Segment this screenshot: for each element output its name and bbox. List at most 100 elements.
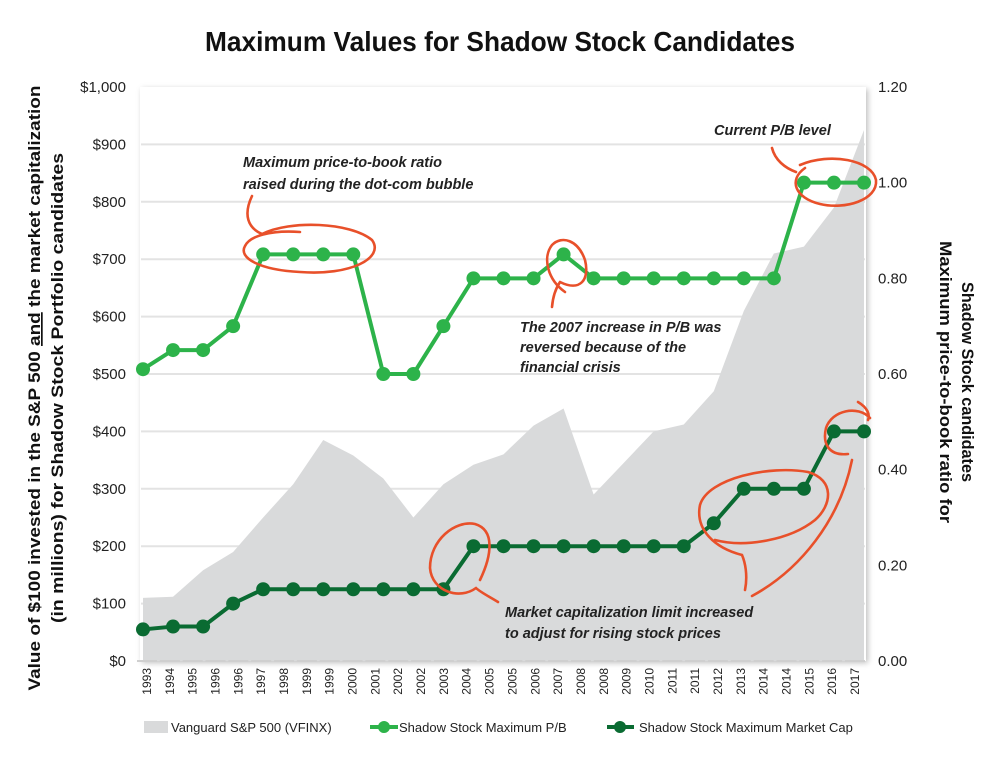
mktcap-point: [286, 582, 301, 597]
pb-point: [496, 271, 511, 286]
y-tick-label: $300: [93, 481, 126, 498]
y-tick-label: $600: [93, 309, 126, 326]
pb-point: [226, 319, 241, 334]
y-tick-label: $0: [109, 653, 126, 670]
x-tick-label: 1994: [163, 668, 177, 695]
mktcap-point: [586, 539, 601, 554]
legend-label-mktcap: Shadow Stock Maximum Market Cap: [639, 720, 853, 735]
pb-point: [256, 247, 271, 262]
x-tick-label: 2017: [848, 668, 862, 695]
pb-point: [346, 247, 361, 262]
y-tick-label: $500: [93, 366, 126, 383]
mktcap-point: [166, 619, 181, 634]
x-tick-label: 2011: [688, 668, 702, 694]
pb-point: [166, 343, 181, 358]
x-tick-label: 2007: [551, 668, 565, 695]
mktcap-point: [346, 582, 361, 597]
right-axis-title-line2: Shadow Stock candidates: [958, 282, 977, 482]
annotation-crisis-line2: reversed because of the: [520, 340, 686, 356]
x-tick-label: 1996: [231, 668, 245, 695]
pb-point: [136, 362, 150, 377]
x-tick-label: 2009: [620, 668, 634, 695]
annotation-mktcap-circle-2013: [697, 468, 830, 592]
x-tick-label: 2013: [734, 668, 748, 695]
series-lines-layer: [136, 175, 871, 637]
x-tick-label: 2006: [528, 668, 542, 695]
vfinx-area-layer: [143, 130, 864, 662]
annotation-crisis-line3: financial crisis: [520, 360, 621, 376]
x-tick-label: 2001: [368, 668, 382, 695]
left-axis-title-part1: Value of $100 invested in the S&P 500: [25, 346, 44, 691]
mktcap-point: [226, 596, 241, 611]
x-tick-label: 2002: [414, 668, 428, 695]
pb-point: [556, 247, 571, 262]
x-tick-label: 2002: [391, 668, 405, 695]
mktcap-point: [646, 539, 661, 554]
legend: Vanguard S&P 500 (VFINX) Shadow Stock Ma…: [144, 720, 853, 735]
pb-point: [706, 271, 721, 286]
mktcap-point: [556, 539, 571, 554]
x-tick-label: 2005: [483, 668, 497, 695]
mktcap-point: [496, 539, 511, 554]
y-tick-label: $200: [93, 538, 126, 555]
mktcap-point: [136, 622, 150, 637]
annotation-mktcap-circle-2004: [428, 522, 500, 604]
y-tick-label: $400: [93, 423, 126, 440]
annotation-mktcap: Market capitalization limit increased to…: [428, 400, 872, 642]
y2-tick-label: 0.80: [878, 270, 907, 287]
x-tick-label: 2015: [802, 668, 816, 695]
x-tick-label: 1996: [209, 668, 223, 695]
annotation-mktcap-circle-2017: [750, 400, 872, 598]
y-tick-label: $1,000: [80, 79, 126, 96]
mktcap-point: [196, 619, 211, 634]
pb-point: [766, 271, 781, 286]
right-axis-title-line1: Maximum price-to-book ratio for: [936, 241, 955, 523]
y-tick-label: $900: [93, 136, 126, 153]
left-axis-title-underlined: and: [25, 312, 44, 346]
pb-point: [526, 271, 541, 286]
mktcap-point: [796, 481, 811, 496]
x-tick-label: 1993: [140, 668, 154, 695]
pb-point: [406, 367, 421, 381]
x-tick-label: 1998: [277, 668, 291, 695]
x-tick-label: 2008: [597, 668, 611, 695]
pb-point: [646, 271, 661, 286]
pb-point: [196, 343, 211, 358]
x-tick-label: 2012: [711, 668, 725, 695]
x-tick-label: 2014: [779, 668, 793, 695]
right-axis-ticks: 0.00 0.20 0.40 0.60 0.80 1.00 1.20: [878, 79, 907, 670]
x-tick-label: 2011: [665, 668, 679, 694]
pb-point: [376, 367, 391, 381]
annotation-dotcom-line1: Maximum price-to-book ratio: [243, 155, 442, 171]
mktcap-point: [526, 539, 541, 554]
left-axis-ticks: $0 $100 $200 $300 $400 $500 $600 $700 $800 $900 $1…: [80, 79, 126, 670]
x-axis-ticks: 1993 1994 1995 1996 1996 1997 1998 1999 1999 2000…: [137, 660, 865, 695]
x-tick-label: 2014: [757, 668, 771, 695]
x-tick-label: 2005: [505, 668, 519, 695]
pb-point: [316, 247, 331, 262]
y-tick-label: $100: [93, 596, 126, 613]
mktcap-point: [256, 582, 271, 597]
chart-title: Maximum Values for Shadow Stock Candidat…: [205, 26, 795, 57]
left-axis-title-line2: (in millions) for Shadow Stock Portfolio…: [48, 153, 67, 623]
legend-swatch-vfinx: [144, 721, 168, 733]
pb-point: [616, 271, 631, 286]
annotation-dotcom: Maximum price-to-book ratio raised durin…: [242, 155, 473, 274]
annotation-current-line1: Current P/B level: [714, 123, 832, 139]
y2-tick-label: 1.20: [878, 79, 907, 96]
pb-point: [586, 271, 601, 286]
y2-tick-label: 0.00: [878, 653, 907, 670]
y2-tick-label: 0.40: [878, 462, 907, 479]
mktcap-point: [736, 481, 751, 496]
x-tick-label: 2016: [825, 668, 839, 695]
annotation-current-circle: [770, 146, 878, 207]
x-tick-label: 1995: [186, 668, 200, 695]
pb-point: [736, 271, 751, 286]
y2-tick-label: 1.00: [878, 175, 907, 192]
mktcap-point: [706, 516, 721, 531]
y2-tick-label: 0.60: [878, 366, 907, 383]
y2-tick-label: 0.20: [878, 557, 907, 574]
pb-point: [796, 175, 811, 190]
x-tick-label: 1999: [323, 668, 337, 695]
